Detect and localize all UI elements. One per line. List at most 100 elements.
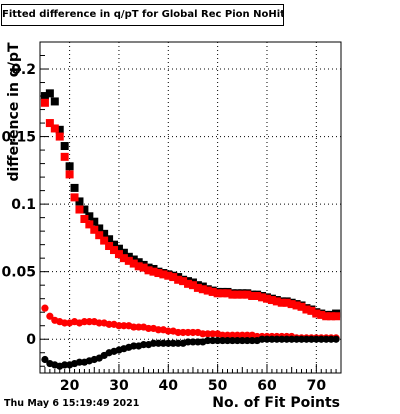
data-point <box>327 312 336 321</box>
data-point <box>174 275 183 284</box>
data-point <box>50 97 59 106</box>
data-point <box>327 335 335 343</box>
data-point <box>80 205 89 214</box>
data-point <box>184 279 193 288</box>
data-point <box>312 335 320 343</box>
data-point <box>95 224 104 233</box>
data-point <box>288 335 296 343</box>
data-point <box>65 162 74 171</box>
data-point <box>90 217 99 226</box>
data-point <box>119 248 128 257</box>
data-point <box>70 193 79 202</box>
data-point <box>124 256 133 265</box>
y-tick-label: 0.2 <box>11 62 36 78</box>
data-point <box>262 294 271 303</box>
data-point <box>243 331 251 339</box>
data-point <box>282 298 291 307</box>
data-point <box>233 290 242 299</box>
data-point <box>203 286 212 295</box>
timestamp: Thu May 6 15:19:49 2021 <box>4 398 140 409</box>
data-point <box>223 336 232 345</box>
data-point <box>164 339 172 347</box>
data-point <box>238 331 246 339</box>
data-point <box>277 298 286 307</box>
data-point <box>105 235 114 244</box>
data-point <box>243 290 252 299</box>
data-point <box>159 270 168 279</box>
data-point <box>238 290 247 299</box>
data-point <box>267 296 276 305</box>
data-point <box>61 319 69 327</box>
data-point <box>184 328 192 337</box>
data-point <box>80 318 89 326</box>
data-point <box>154 269 163 278</box>
data-point <box>129 255 138 264</box>
data-point <box>130 323 138 331</box>
data-point <box>50 124 59 133</box>
data-point <box>45 119 54 128</box>
data-point <box>287 300 296 309</box>
data-point <box>253 291 262 300</box>
chart-title: Fitted difference in q/pT for Global Rec… <box>1 4 284 26</box>
data-point <box>174 339 182 347</box>
data-point <box>223 331 232 339</box>
data-point <box>209 330 217 338</box>
data-point <box>273 335 281 343</box>
data-point <box>149 267 158 276</box>
data-point <box>189 328 197 337</box>
data-point <box>129 259 138 268</box>
data-point <box>169 339 177 347</box>
data-point <box>204 330 212 338</box>
data-point <box>144 324 153 333</box>
data-point <box>164 327 172 335</box>
data-point <box>46 312 54 320</box>
data-point <box>85 318 93 326</box>
data-point <box>188 281 197 290</box>
data-point <box>60 142 69 151</box>
data-point <box>75 197 84 206</box>
data-point <box>238 336 246 345</box>
data-point <box>248 336 256 345</box>
data-point <box>124 252 133 261</box>
x-tick-label: 30 <box>109 378 129 394</box>
data-point <box>223 289 232 298</box>
x-tick-label: 20 <box>60 378 80 394</box>
data-point <box>105 242 114 251</box>
data-point <box>159 339 167 347</box>
data-point <box>208 287 217 296</box>
data-point <box>278 335 286 343</box>
axis-ticks: 20 30 40 50 60 70 0 0.05 0.1 0.15 0.2 <box>1 55 342 394</box>
y-tick-label: 0.05 <box>1 265 36 281</box>
data-point <box>115 322 123 330</box>
data-point <box>154 339 163 347</box>
data-points <box>40 89 341 370</box>
data-point <box>243 336 251 345</box>
data-point <box>228 290 237 299</box>
data-point <box>209 336 217 345</box>
data-point <box>307 335 315 343</box>
data-point <box>297 335 306 343</box>
data-point <box>75 358 84 366</box>
y-tick-label: 0 <box>26 332 36 348</box>
data-point <box>317 335 325 343</box>
data-point <box>95 231 104 240</box>
data-point <box>258 293 267 302</box>
data-point <box>100 229 109 238</box>
plot-frame <box>39 41 342 374</box>
data-point <box>204 336 212 345</box>
data-point <box>119 254 128 263</box>
data-point <box>228 336 237 345</box>
data-point <box>114 244 123 253</box>
data-point <box>233 331 241 339</box>
data-point <box>130 342 138 350</box>
data-point <box>55 125 64 134</box>
data-point <box>179 328 187 337</box>
data-point <box>233 336 241 345</box>
data-point <box>105 320 113 328</box>
data-point <box>283 335 291 343</box>
data-point <box>179 277 188 286</box>
data-point <box>40 92 49 101</box>
data-point <box>65 170 74 179</box>
data-point <box>194 338 202 346</box>
